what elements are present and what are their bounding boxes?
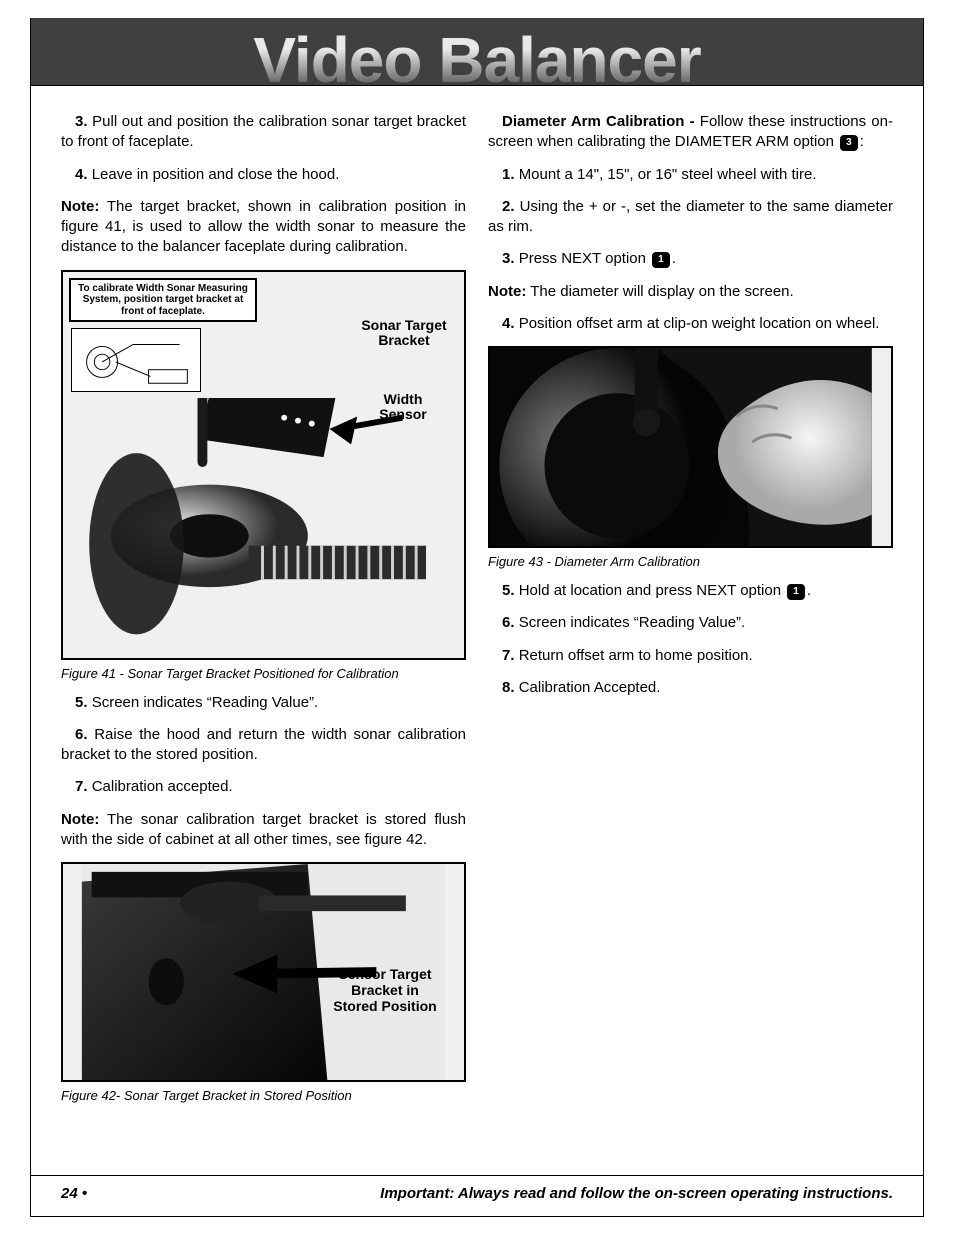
footer-divider [31, 1175, 923, 1176]
step-7: 7. Calibration accepted. [61, 777, 466, 797]
step-text: Return offset arm to home position. [519, 647, 753, 664]
figure-41-image: To calibrate Width Sonar Measuring Syste… [61, 270, 466, 660]
r-step-8: 8. Calibration Accepted. [488, 678, 893, 698]
hero-band: Video Balancer [31, 18, 923, 86]
step-text: Press NEXT option [519, 250, 646, 267]
step-text: Position offset arm at clip-on weight lo… [519, 315, 880, 332]
note-lead: Note: [61, 811, 99, 828]
figure-41-label-sonar-target-bracket: Sonar Target Bracket [354, 318, 454, 349]
step-text: Using the + or -, set the diameter to th… [488, 198, 893, 235]
option-pill-1: 1 [787, 584, 805, 600]
note-text: The sonar calibration target bracket is … [61, 811, 466, 848]
r-step-6: 6. Screen indicates “Reading Value”. [488, 613, 893, 633]
step-text: Leave in position and close the hood. [92, 166, 340, 183]
note-2: Note: The sonar calibration target brack… [61, 810, 466, 851]
figure-41-schematic [71, 328, 201, 392]
footer: 24 • Important: Always read and follow t… [61, 1185, 893, 1202]
r-step-1: 1. Mount a 14", 15", or 16" steel wheel … [488, 165, 893, 185]
note-text: The target bracket, shown in calibration… [61, 198, 466, 256]
page: Video Balancer 3. Pull out and position … [0, 0, 954, 1235]
r-step-4: 4. Position offset arm at clip-on weight… [488, 314, 893, 334]
footer-text: Important: Always read and follow the on… [380, 1185, 893, 1202]
r-note-1: Note: The diameter will display on the s… [488, 282, 893, 302]
figure-41-infobox: To calibrate Width Sonar Measuring Syste… [69, 278, 257, 323]
right-column: Diameter Arm Calibration - Follow these … [488, 112, 893, 1115]
figure-41: To calibrate Width Sonar Measuring Syste… [61, 270, 466, 681]
step-number: 7. [75, 778, 88, 795]
step-number: 5. [502, 582, 515, 599]
step-text: Calibration Accepted. [519, 679, 661, 696]
note-1: Note: The target bracket, shown in calib… [61, 197, 466, 258]
r-step-7: 7. Return offset arm to home position. [488, 646, 893, 666]
figure-43: Figure 43 - Diameter Arm Calibration [488, 346, 893, 569]
note-lead: Note: [61, 198, 99, 215]
option-pill-1: 1 [652, 252, 670, 268]
step-text: Calibration accepted. [92, 778, 233, 795]
step-number: 3. [502, 250, 515, 267]
step-text: . [672, 250, 676, 267]
label-line: Bracket [354, 333, 454, 348]
step-number: 4. [75, 166, 88, 183]
step-number: 7. [502, 647, 515, 664]
figure-43-caption: Figure 43 - Diameter Arm Calibration [488, 554, 893, 569]
label-line: Stored Position [318, 998, 452, 1014]
r-step-3: 3. Press NEXT option 1. [488, 249, 893, 269]
step-text: Mount a 14", 15", or 16" steel wheel wit… [519, 166, 817, 183]
option-pill-3: 3 [840, 135, 858, 151]
step-text: Raise the hood and return the width sona… [61, 726, 466, 763]
step-text: Screen indicates “Reading Value”. [519, 614, 746, 631]
page-frame: Video Balancer 3. Pull out and position … [30, 18, 924, 1217]
note-text: The diameter will display on the screen. [530, 283, 793, 300]
figure-43-image [488, 346, 893, 548]
label-line: Sonar Target [354, 318, 454, 333]
step-text: Screen indicates “Reading Value”. [92, 694, 319, 711]
step-number: 4. [502, 315, 515, 332]
step-text: Pull out and position the calibration so… [61, 113, 466, 150]
r-step-5: 5. Hold at location and press NEXT optio… [488, 581, 893, 601]
step-6: 6. Raise the hood and return the width s… [61, 725, 466, 766]
step-5: 5. Screen indicates “Reading Value”. [61, 693, 466, 713]
step-number: 5. [75, 694, 88, 711]
step-4: 4. Leave in position and close the hood. [61, 165, 466, 185]
figure-41-scene [63, 398, 464, 658]
section-text-b: : [860, 133, 864, 150]
r-step-2: 2. Using the + or -, set the diameter to… [488, 197, 893, 238]
section-diameter-arm: Diameter Arm Calibration - Follow these … [488, 112, 893, 153]
step-text: . [807, 582, 811, 599]
section-lead: Diameter Arm Calibration - [502, 113, 695, 130]
figure-42-caption: Figure 42- Sonar Target Bracket in Store… [61, 1088, 466, 1103]
label-line: Bracket in [318, 982, 452, 998]
columns: 3. Pull out and position the calibration… [31, 86, 923, 1115]
figure-42-image: Sensor Target Bracket in Stored Position [61, 862, 466, 1082]
left-column: 3. Pull out and position the calibration… [61, 112, 466, 1115]
step-number: 6. [502, 614, 515, 631]
step-number: 8. [502, 679, 515, 696]
note-lead: Note: [488, 283, 526, 300]
figure-42: Sensor Target Bracket in Stored Position… [61, 862, 466, 1103]
step-text: Hold at location and press NEXT option [519, 582, 781, 599]
step-number: 1. [502, 166, 515, 183]
figure-42-label: Sensor Target Bracket in Stored Position [318, 966, 452, 1014]
label-line: Sensor Target [318, 966, 452, 982]
figure-41-caption: Figure 41 - Sonar Target Bracket Positio… [61, 666, 466, 681]
step-number: 3. [75, 113, 88, 130]
step-3: 3. Pull out and position the calibration… [61, 112, 466, 153]
step-number: 2. [502, 198, 515, 215]
hero-title: Video Balancer [31, 23, 923, 97]
step-number: 6. [75, 726, 88, 743]
footer-page-number: 24 • [61, 1185, 87, 1202]
